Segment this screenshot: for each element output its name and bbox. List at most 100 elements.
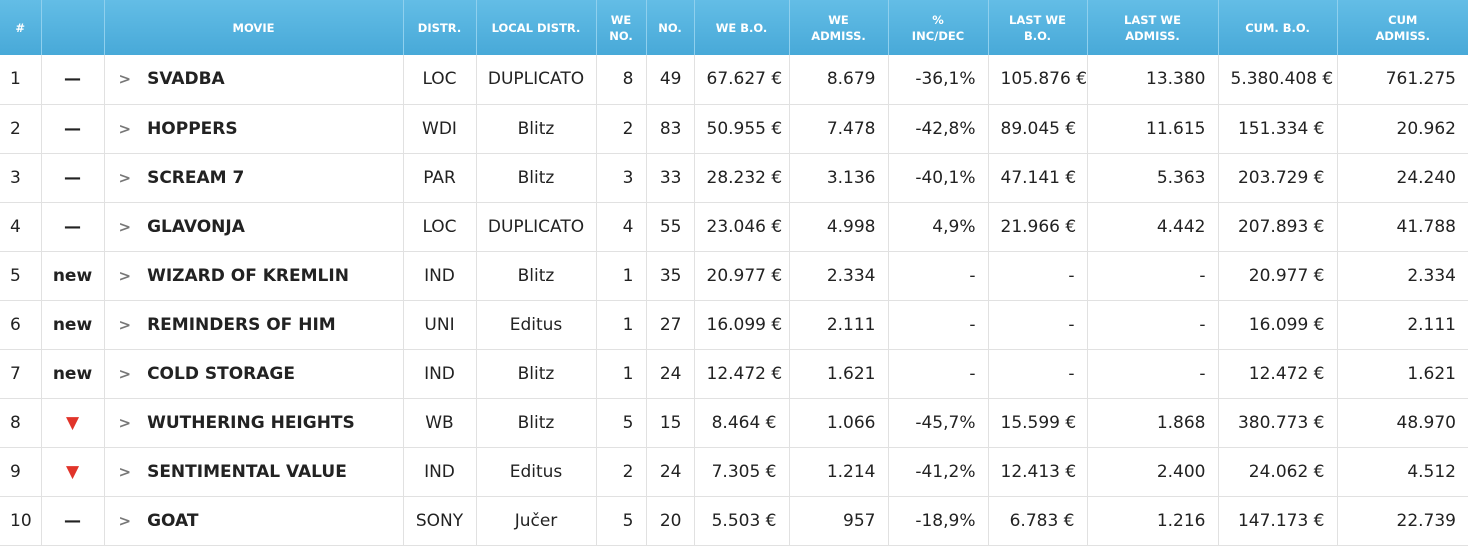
movie-title-text[interactable]: REMINDERS OF HIM	[147, 314, 336, 335]
weekend-number: 5	[596, 496, 647, 546]
col-header-we-no[interactable]: WE NO.	[596, 0, 647, 55]
col-header-movie[interactable]: MOVIE	[104, 0, 404, 55]
weekend-number: 4	[596, 202, 647, 252]
local-distributor: Blitz	[476, 104, 597, 154]
rank-cell: 1	[0, 55, 42, 105]
movie-title[interactable]: > REMINDERS OF HIM	[104, 300, 404, 350]
movie-title[interactable]: > WUTHERING HEIGHTS	[104, 398, 404, 448]
movie-title-text[interactable]: WIZARD OF KREMLIN	[147, 265, 349, 286]
screen-count: 35	[646, 251, 695, 301]
expand-chevron-icon[interactable]: >	[118, 168, 132, 187]
cumulative-box-office: 5.380.408 €	[1218, 55, 1338, 105]
table-row: 4— > GLAVONJA LOC DUPLICATO 4 55 23.046 €4.998 4…	[0, 202, 1468, 252]
cumulative-box-office: 147.173 €	[1218, 496, 1338, 546]
table-row: 10 — > GOAT SONY Jučer 5 20 5.503 €957 -18,9% 6.78…	[0, 496, 1468, 546]
weekend-box-office: 28.232 €	[694, 153, 790, 203]
distributor: WDI	[403, 104, 477, 154]
local-distributor: DUPLICATO	[476, 55, 597, 105]
col-header-last-we-admiss[interactable]: LAST WE ADMISS.	[1087, 0, 1219, 55]
col-header-pct-inc-dec[interactable]: % INC/DEC	[888, 0, 989, 55]
weekend-admissions: 8.679	[789, 55, 889, 105]
weekend-admissions: 7.478	[789, 104, 889, 154]
cumulative-admissions: 761.275	[1337, 55, 1468, 105]
expand-chevron-icon[interactable]: >	[118, 315, 132, 334]
col-header-rank[interactable]: #	[0, 0, 42, 55]
expand-chevron-icon[interactable]: >	[118, 217, 132, 236]
movie-title[interactable]: > WIZARD OF KREMLIN	[104, 251, 404, 301]
percent-change: -36,1%	[888, 55, 989, 105]
movie-title-text[interactable]: SENTIMENTAL VALUE	[147, 461, 347, 482]
screen-count: 83	[646, 104, 695, 154]
weekend-box-office: 12.472 €	[694, 349, 790, 399]
col-header-we-admiss[interactable]: WE ADMISS.	[789, 0, 889, 55]
col-header-label: CUM	[1388, 12, 1418, 27]
col-header-distr[interactable]: DISTR.	[403, 0, 477, 55]
rank-cell: 6	[0, 300, 42, 350]
col-header-no[interactable]: NO.	[646, 0, 695, 55]
cumulative-admissions: 41.788	[1337, 202, 1468, 252]
weekend-box-office: 67.627 €	[694, 55, 790, 105]
cumulative-admissions: 48.970	[1337, 398, 1468, 448]
down-arrow-icon: ▼	[65, 461, 80, 482]
col-header-cum-admiss[interactable]: CUM ADMISS.	[1337, 0, 1468, 55]
cumulative-box-office: 207.893 €	[1218, 202, 1338, 252]
expand-chevron-icon[interactable]: >	[118, 70, 132, 89]
col-header-local-distr[interactable]: LOCAL DISTR.	[476, 0, 597, 55]
expand-chevron-icon[interactable]: >	[118, 119, 132, 138]
weekend-box-office: 20.977 €	[694, 251, 790, 301]
last-weekend-box-office: 21.966 €	[988, 202, 1088, 252]
last-weekend-admissions: -	[1087, 300, 1219, 350]
movie-title[interactable]: > GOAT	[104, 496, 404, 546]
col-header-change[interactable]	[41, 0, 105, 55]
movie-title-text[interactable]: SVADBA	[147, 69, 225, 90]
col-header-label: CUM. B.O.	[1245, 20, 1310, 35]
weekend-admissions: 2.111	[789, 300, 889, 350]
local-distributor: Jučer	[476, 496, 597, 546]
distributor: PAR	[403, 153, 477, 203]
expand-chevron-icon[interactable]: >	[118, 266, 132, 285]
last-weekend-box-office: 89.045 €	[988, 104, 1088, 154]
rank-cell: 5	[0, 251, 42, 301]
screen-count: 15	[646, 398, 695, 448]
movie-title[interactable]: > GLAVONJA	[104, 202, 404, 252]
col-header-we-bo[interactable]: WE B.O.	[694, 0, 790, 55]
expand-chevron-icon[interactable]: >	[118, 511, 132, 530]
col-header-cum-bo[interactable]: CUM. B.O.	[1218, 0, 1338, 55]
movie-title[interactable]: > HOPPERS	[104, 104, 404, 154]
movie-title[interactable]: > SVADBA	[104, 55, 404, 105]
cumulative-admissions: 24.240	[1337, 153, 1468, 203]
percent-change: 4,9%	[888, 202, 989, 252]
percent-change: -42,8%	[888, 104, 989, 154]
last-weekend-admissions: 2.400	[1087, 447, 1219, 497]
movie-title[interactable]: > COLD STORAGE	[104, 349, 404, 399]
movie-title-text[interactable]: GLAVONJA	[147, 216, 245, 237]
expand-chevron-icon[interactable]: >	[118, 413, 132, 432]
movie-title-text[interactable]: SCREAM 7	[147, 167, 245, 188]
weekend-number: 1	[596, 251, 647, 301]
movie-title-text[interactable]: GOAT	[147, 510, 199, 531]
table-row: 5 new > WIZARD OF KREMLIN IND Blitz 1 35 20.977 …	[0, 251, 1468, 301]
percent-change: -18,9%	[888, 496, 989, 546]
no-change-dash-icon: —	[64, 118, 81, 139]
last-weekend-admissions: 4.442	[1087, 202, 1219, 252]
weekend-admissions: 3.136	[789, 153, 889, 203]
change-indicator: —	[41, 202, 105, 252]
movie-title-text[interactable]: WUTHERING HEIGHTS	[147, 412, 355, 433]
col-header-last-we-bo[interactable]: LAST WE B.O.	[988, 0, 1088, 55]
col-header-label: DISTR.	[417, 20, 462, 35]
movie-title-text[interactable]: HOPPERS	[147, 118, 238, 139]
cumulative-box-office: 380.773 €	[1218, 398, 1338, 448]
distributor: IND	[403, 349, 477, 399]
movie-title-text[interactable]: COLD STORAGE	[147, 363, 295, 384]
no-change-dash-icon: —	[64, 69, 81, 90]
expand-chevron-icon[interactable]: >	[118, 364, 132, 383]
movie-title[interactable]: > SENTIMENTAL VALUE	[104, 447, 404, 497]
new-badge: new	[52, 363, 93, 384]
weekend-admissions: 2.334	[789, 251, 889, 301]
expand-chevron-icon[interactable]: >	[118, 462, 132, 481]
movie-title[interactable]: > SCREAM 7	[104, 153, 404, 203]
weekend-number: 3	[596, 153, 647, 203]
cumulative-admissions: 22.739	[1337, 496, 1468, 546]
new-badge: new	[52, 265, 93, 286]
weekend-number: 2	[596, 104, 647, 154]
